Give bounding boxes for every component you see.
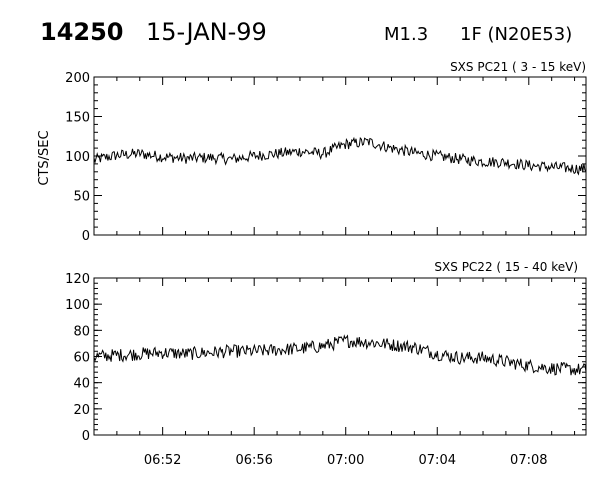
- y-tick-label: 40: [73, 377, 90, 392]
- panel1-title: SXS PC21 ( 3 - 15 keV): [450, 60, 586, 74]
- event-date: 15-JAN-99: [146, 18, 267, 46]
- y-tick-label: 150: [65, 111, 90, 126]
- panel1-plot: 0 50 100 150 200: [65, 71, 587, 244]
- y-tick-label: 200: [65, 71, 90, 86]
- y-tick-label: 60: [73, 351, 90, 366]
- y-tick-label: 0: [82, 229, 90, 244]
- panel2-title: SXS PC22 ( 15 - 40 keV): [434, 260, 578, 274]
- x-tick-label: 07:08: [510, 453, 547, 468]
- event-number: 14250: [40, 18, 124, 46]
- y-tick-label: 20: [73, 403, 90, 418]
- y-axis-label: CTS/SEC: [37, 130, 52, 185]
- optical-class-location: 1F (N20E53): [460, 24, 572, 45]
- x-tick-label: 06:52: [144, 453, 181, 468]
- y-tick-label: 120: [65, 272, 90, 287]
- panel2-plot: 0 20 40 60 80 100 120: [65, 272, 587, 444]
- flare-class: M1.3: [384, 24, 428, 45]
- y-tick-label: 0: [82, 429, 90, 444]
- y-tick-label: 100: [65, 298, 90, 313]
- x-tick-label: 06:56: [235, 453, 272, 468]
- series-line: [93, 136, 587, 176]
- x-tick-label: 07:00: [327, 453, 364, 468]
- y-tick-label: 80: [73, 324, 90, 339]
- y-tick-label: 50: [73, 190, 90, 205]
- series-line: [93, 334, 587, 376]
- x-tick-label: 07:04: [419, 453, 456, 468]
- x-tick-labels: 06:52 06:56 07:00 07:04 07:08: [144, 453, 548, 468]
- y-tick-label: 100: [65, 150, 90, 165]
